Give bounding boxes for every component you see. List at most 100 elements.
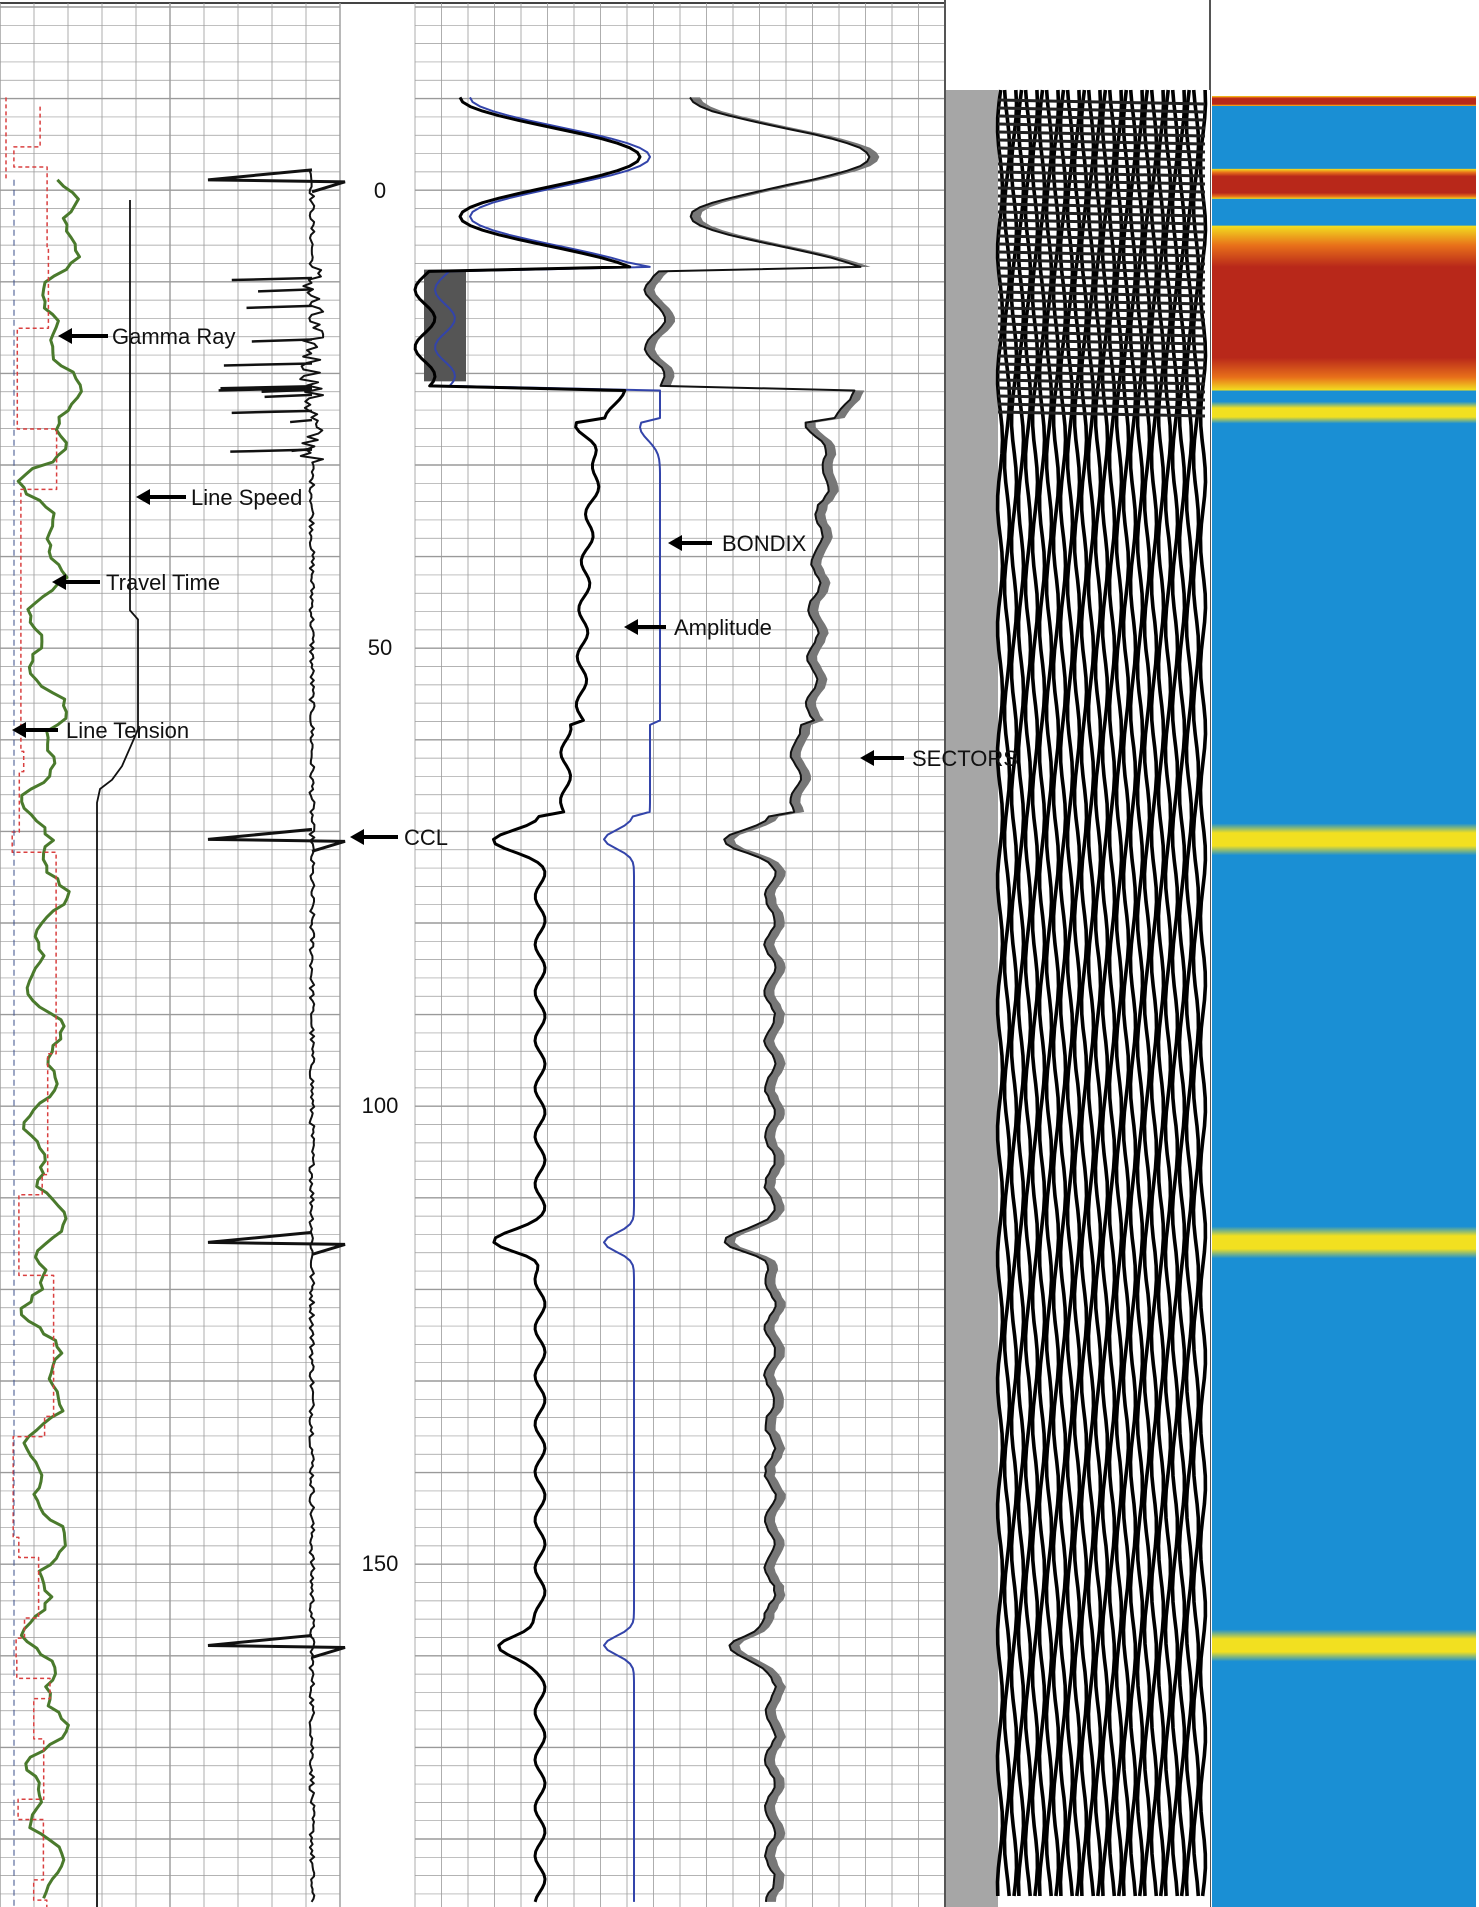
depth-label-150: 150	[362, 1551, 399, 1576]
vdl-chevron	[997, 194, 1206, 202]
log-curves	[5, 96, 880, 1907]
vdl-waveform-track	[946, 89, 1210, 1907]
vdl-chevron	[997, 186, 1206, 194]
vdl-chevron	[997, 274, 1206, 282]
amplitude-curve	[413, 96, 642, 1903]
vdl-stripe	[1030, 89, 1040, 1897]
annotation-line-tension: Line Tension	[12, 718, 189, 743]
vdl-chevron	[997, 330, 1206, 338]
gamma-ray-curve	[16, 178, 83, 1899]
vdl-chevron	[997, 242, 1206, 250]
amplitude-label: Amplitude	[674, 615, 772, 640]
vdl-chevron	[997, 338, 1206, 346]
sectors-band	[644, 97, 880, 1902]
travel-time-curve	[11, 106, 58, 1907]
annotation-travel-time: Travel Time	[52, 570, 220, 595]
line-speed-label: Line Speed	[191, 485, 302, 510]
vdl-chevron	[997, 410, 1206, 418]
free-pipe-shading	[424, 269, 466, 382]
vdl-stripe	[1023, 89, 1033, 1897]
vdl-chevron	[997, 298, 1206, 306]
ccl-spike	[258, 288, 313, 293]
vdl-stripe	[1016, 89, 1026, 1897]
ccl-spike	[261, 388, 313, 393]
vdl-chevron	[997, 226, 1206, 234]
ccl-label: CCL	[404, 825, 448, 850]
depth-label-0: 0	[374, 178, 386, 203]
vdl-chevron	[997, 114, 1206, 122]
ccl-spike	[207, 827, 346, 853]
vdl-stripe	[1058, 89, 1068, 1897]
vdl-stripe	[1009, 89, 1019, 1897]
sectors-curve	[643, 96, 871, 1903]
sectors-label: SECTORS	[912, 746, 1018, 771]
cement-map-collar-band	[1212, 1226, 1476, 1259]
vdl-chevron	[997, 282, 1206, 290]
ccl-spike	[207, 168, 346, 194]
cement-map-band	[1212, 225, 1476, 391]
cement-map-band	[1212, 96, 1476, 106]
annotation-amplitude: Amplitude	[624, 615, 772, 640]
vdl-chevron	[997, 202, 1206, 210]
cement-map-band	[1212, 401, 1476, 424]
ccl-spike	[207, 1633, 346, 1659]
vdl-stripe	[1044, 89, 1054, 1897]
ccl-spike	[264, 393, 313, 399]
annotation-sectors: SECTORS	[860, 746, 1018, 771]
bondix-label: BONDIX	[722, 531, 807, 556]
ccl-spike	[223, 362, 313, 367]
cement-map-band	[1212, 168, 1476, 199]
ccl-spike	[231, 409, 313, 415]
line-speed-curve	[96, 200, 139, 1907]
cement-map-collar-band	[1212, 1629, 1476, 1662]
vdl-chevron	[997, 106, 1206, 114]
vdl-chevron	[997, 162, 1206, 170]
annotation-ccl: CCL	[350, 825, 448, 850]
cement-map-track	[1212, 96, 1476, 1907]
ccl-spike	[251, 338, 313, 343]
ccl-spike	[230, 448, 313, 453]
vdl-chevron	[997, 146, 1206, 154]
vdl-chevron	[997, 218, 1206, 226]
vdl-chevron	[997, 370, 1206, 378]
gamma-ray-label: Gamma Ray	[112, 324, 235, 349]
vdl-chevron	[997, 394, 1206, 402]
vdl-chevron	[997, 138, 1206, 146]
ccl-spike	[246, 304, 313, 310]
depth-label-100: 100	[362, 1093, 399, 1118]
vdl-chevron	[997, 266, 1206, 274]
line-tension-label: Line Tension	[66, 718, 189, 743]
cement-map-background	[1212, 96, 1476, 1907]
ccl-spike	[256, 385, 313, 390]
travel-time-label: Travel Time	[106, 570, 220, 595]
vdl-chevron	[997, 98, 1206, 106]
ccl-spike	[231, 276, 313, 282]
vdl-first-arrival	[946, 90, 998, 1907]
annotation-gamma-ray: Gamma Ray	[58, 324, 235, 349]
vdl-stripe	[995, 89, 1005, 1897]
vdl-stripe	[1002, 89, 1012, 1897]
vdl-stripe	[1065, 89, 1075, 1897]
vdl-chevron	[997, 306, 1206, 314]
ccl-spike	[207, 1230, 346, 1256]
vdl-chevron	[997, 354, 1206, 362]
vdl-chevron	[997, 362, 1206, 370]
vdl-chevron	[997, 386, 1206, 394]
vdl-chevron	[997, 210, 1206, 218]
annotation-bondix: BONDIX	[668, 531, 807, 556]
vdl-chevron	[997, 234, 1206, 242]
vdl-stripe	[1037, 89, 1047, 1897]
vdl-chevron	[997, 122, 1206, 130]
ccl-spike	[289, 418, 313, 424]
vdl-chevron	[997, 130, 1206, 138]
vdl-chevron	[997, 346, 1206, 354]
vdl-chevron	[997, 258, 1206, 266]
bondix-curve	[434, 96, 661, 1902]
vdl-chevron	[997, 322, 1206, 330]
vdl-chevron	[997, 402, 1206, 410]
vdl-stripe	[1051, 89, 1061, 1897]
cement-map-collar-band	[1212, 823, 1476, 856]
vdl-chevron	[997, 290, 1206, 298]
vdl-chevron	[997, 314, 1206, 322]
